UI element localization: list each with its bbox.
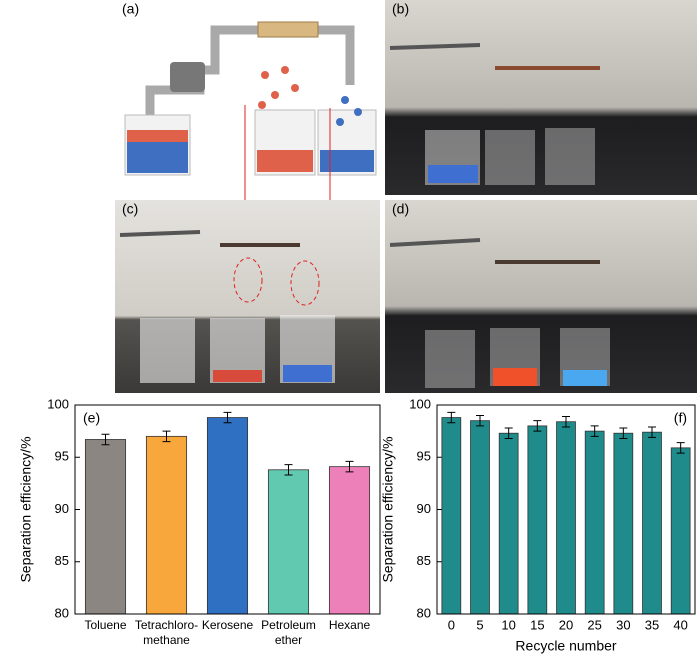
y-tick-label: 95 — [417, 449, 431, 464]
error-bar — [676, 442, 685, 454]
x-tick-label: 15 — [530, 617, 544, 632]
y-tick-label: 95 — [55, 449, 69, 464]
bar — [498, 432, 519, 615]
bar — [527, 425, 548, 615]
bar — [670, 447, 691, 615]
x-axis-label: Recycle number — [515, 638, 616, 654]
bar — [642, 431, 662, 615]
x-tick-label: 0 — [448, 617, 455, 632]
y-tick-label: 90 — [55, 501, 69, 516]
error-bar — [101, 433, 110, 446]
error-bar — [223, 411, 232, 424]
plot-frame — [436, 404, 696, 615]
photo-label: (b) — [392, 1, 409, 17]
error-bar — [562, 415, 570, 428]
y-tick-label: 100 — [409, 396, 431, 411]
x-tick-label: 40 — [673, 617, 687, 632]
x-tick-label: Tetrachloro-methane — [135, 618, 198, 647]
x-tick-label: 30 — [616, 617, 630, 632]
bar — [84, 439, 127, 615]
x-tick-label: Hexane — [329, 618, 371, 632]
photo-label: (c) — [122, 201, 138, 217]
error-bar — [590, 425, 599, 437]
bar — [206, 417, 249, 615]
x-tick-label: Toluene — [84, 618, 126, 632]
x-tick-label: 25 — [587, 617, 601, 632]
error-bar — [345, 460, 354, 473]
bar — [145, 435, 188, 615]
y-tick-label: 90 — [417, 501, 431, 516]
bar — [267, 469, 310, 615]
bar — [613, 432, 634, 615]
x-tick-label: 10 — [501, 617, 515, 632]
error-bar — [162, 430, 171, 443]
error-bar — [476, 414, 484, 427]
error-bar — [284, 464, 293, 476]
panel-label: (e) — [83, 410, 100, 426]
error-bar — [533, 420, 542, 432]
x-tick-label: Petroleum ether — [261, 618, 316, 647]
error-bar — [447, 411, 456, 424]
error-bar — [504, 427, 513, 439]
y-axis-label: Separation efficiency/% — [380, 436, 396, 582]
bar — [584, 430, 605, 615]
plot-frame — [74, 404, 381, 615]
photo — [385, 200, 697, 393]
x-tick-label: 20 — [559, 617, 573, 632]
y-tick-label: 80 — [417, 605, 431, 620]
y-tick-label: 100 — [47, 396, 69, 411]
x-tick-label: Kerosene — [202, 618, 254, 632]
photo-label: (d) — [392, 201, 409, 217]
photo-label: (a) — [122, 1, 139, 17]
bar — [556, 421, 576, 615]
error-bar — [619, 427, 628, 439]
bar — [328, 466, 371, 615]
y-tick-label: 80 — [55, 605, 69, 620]
y-tick-label: 85 — [417, 553, 431, 568]
panel-label: (f) — [674, 410, 687, 426]
y-axis-label: Separation efficiency/% — [18, 436, 34, 582]
x-tick-label: 35 — [645, 617, 659, 632]
bar — [441, 417, 462, 615]
y-tick-label: 85 — [55, 553, 69, 568]
x-tick-label: 5 — [476, 617, 483, 632]
schematic — [115, 0, 380, 262]
bar — [470, 420, 490, 615]
error-bar — [648, 426, 656, 438]
